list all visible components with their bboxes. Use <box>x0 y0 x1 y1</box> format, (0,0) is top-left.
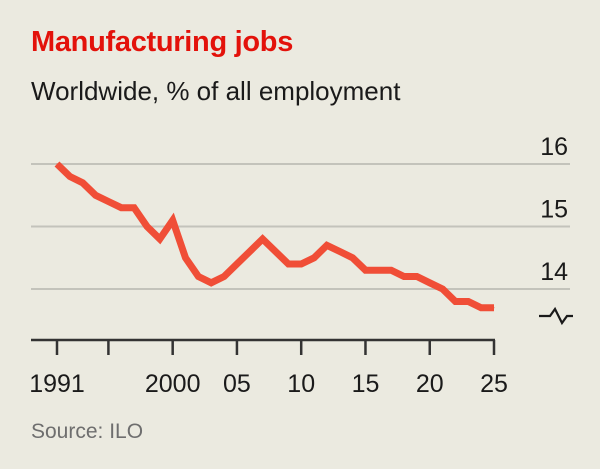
y-tick-label: 16 <box>540 133 568 161</box>
data-point <box>95 194 97 196</box>
x-tick-label: 2000 <box>145 370 201 398</box>
data-point <box>480 307 482 309</box>
chart-title: Manufacturing jobs <box>31 26 294 58</box>
data-point <box>416 276 418 277</box>
data-point <box>107 201 109 202</box>
data-point <box>120 207 122 209</box>
data-point <box>339 251 341 252</box>
data-point <box>146 226 148 227</box>
chart-subtitle: Worldwide, % of all employment <box>31 76 401 106</box>
data-point <box>300 263 302 265</box>
data-point <box>467 301 469 302</box>
x-tick-label: 20 <box>416 370 444 398</box>
data-point <box>275 251 276 252</box>
data-point <box>403 276 405 277</box>
data-point <box>210 282 212 284</box>
x-tick-label: 05 <box>223 370 251 398</box>
data-point <box>364 269 366 271</box>
data-point <box>429 282 431 284</box>
data-point <box>442 288 444 290</box>
x-tick-label: 1991 <box>29 370 85 398</box>
data-point <box>223 276 225 277</box>
data-point <box>172 219 174 221</box>
data-point <box>185 257 187 259</box>
data-point <box>82 182 84 184</box>
data-point <box>454 301 456 302</box>
data-point <box>236 263 238 265</box>
data-point <box>352 257 354 259</box>
data-point <box>133 207 135 209</box>
x-tick-label: 25 <box>480 370 508 398</box>
data-point <box>390 269 392 271</box>
data-point <box>326 244 328 246</box>
y-tick-label: 15 <box>540 196 568 224</box>
data-point <box>493 307 495 309</box>
data-point <box>69 176 71 177</box>
data-point <box>56 163 58 165</box>
data-point <box>313 257 315 259</box>
data-point <box>249 251 251 252</box>
data-point <box>159 238 161 240</box>
data-point <box>377 269 379 271</box>
x-tick-label: 15 <box>352 370 380 398</box>
data-point <box>262 238 264 240</box>
series-line <box>54 161 494 312</box>
x-tick-label: 10 <box>287 370 315 398</box>
source-note: Source: ILO <box>31 420 144 443</box>
data-point <box>287 263 289 265</box>
axis-break-icon <box>539 306 573 326</box>
data-point <box>197 276 199 277</box>
y-tick-label: 14 <box>540 258 568 286</box>
